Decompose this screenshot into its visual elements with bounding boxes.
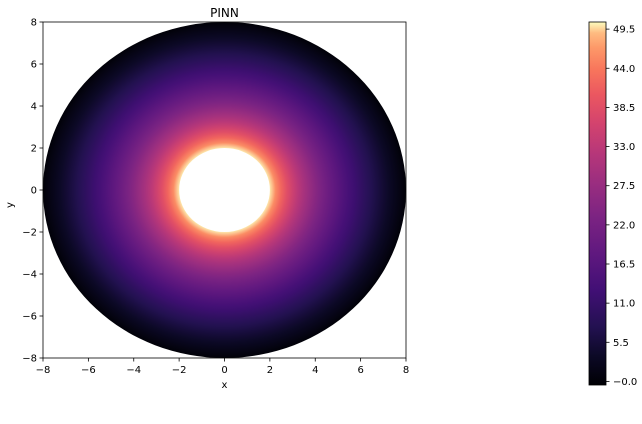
colorbar: −0.0 5.5 11.0 16.5 22.0 27.5 33.0 38.5 44.0 49.5 — [588, 21, 637, 388]
y-tick-label: 6 — [31, 60, 37, 71]
x-tick-label: 0 — [221, 365, 227, 376]
x-tick-label: −4 — [126, 365, 141, 376]
y-tick-label: 2 — [31, 144, 37, 155]
x-tick-label: 6 — [357, 365, 363, 376]
colorbar-tick-label: −0.0 — [613, 377, 637, 388]
x-tick-label: 2 — [267, 365, 273, 376]
x-axis-label: x — [222, 380, 228, 391]
colorbar-gradient — [589, 22, 606, 385]
y-tick-label: −8 — [22, 354, 37, 365]
y-tick-label: 8 — [31, 18, 37, 29]
x-tick-label: −2 — [172, 365, 187, 376]
x-axis-ticks: −8 −6 −4 −2 0 2 4 6 8 — [36, 358, 409, 376]
y-tick-label: 4 — [31, 102, 37, 113]
solution-field-annulus — [43, 22, 406, 358]
chart-title: PINN — [210, 6, 239, 20]
colorbar-tick-label: 33.0 — [613, 142, 635, 153]
colorbar-tick-label: 22.0 — [613, 220, 635, 231]
colorbar-tick-label: 38.5 — [613, 103, 635, 114]
colorbar-frame — [588, 21, 607, 386]
y-tick-label: 0 — [31, 186, 37, 197]
y-axis-label: y — [5, 202, 16, 208]
y-axis-ticks: −8 −6 −4 −2 0 2 4 6 8 — [22, 18, 43, 365]
colorbar-tick-label: 44.0 — [613, 64, 635, 75]
y-tick-label: −4 — [22, 270, 37, 281]
x-tick-label: −6 — [81, 365, 96, 376]
colorbar-tick-label: 27.5 — [613, 181, 635, 192]
colorbar-tick-label: 11.0 — [613, 299, 635, 310]
y-tick-label: −2 — [22, 228, 37, 239]
colorbar-tick-label: 49.5 — [613, 25, 635, 36]
x-tick-label: 8 — [403, 365, 409, 376]
colorbar-ticks: −0.0 5.5 11.0 16.5 22.0 27.5 33.0 38.5 44.0 49.5 — [606, 25, 637, 388]
colorbar-tick-label: 5.5 — [613, 338, 629, 349]
x-tick-label: −8 — [36, 365, 51, 376]
y-tick-label: −6 — [22, 312, 37, 323]
plot-area: −8 −6 −4 −2 0 2 4 6 8 −8 −6 −4 −2 0 2 4 6 8 PINN x y — [5, 6, 409, 391]
colorbar-tick-label: 16.5 — [613, 260, 635, 271]
x-tick-label: 4 — [312, 365, 318, 376]
